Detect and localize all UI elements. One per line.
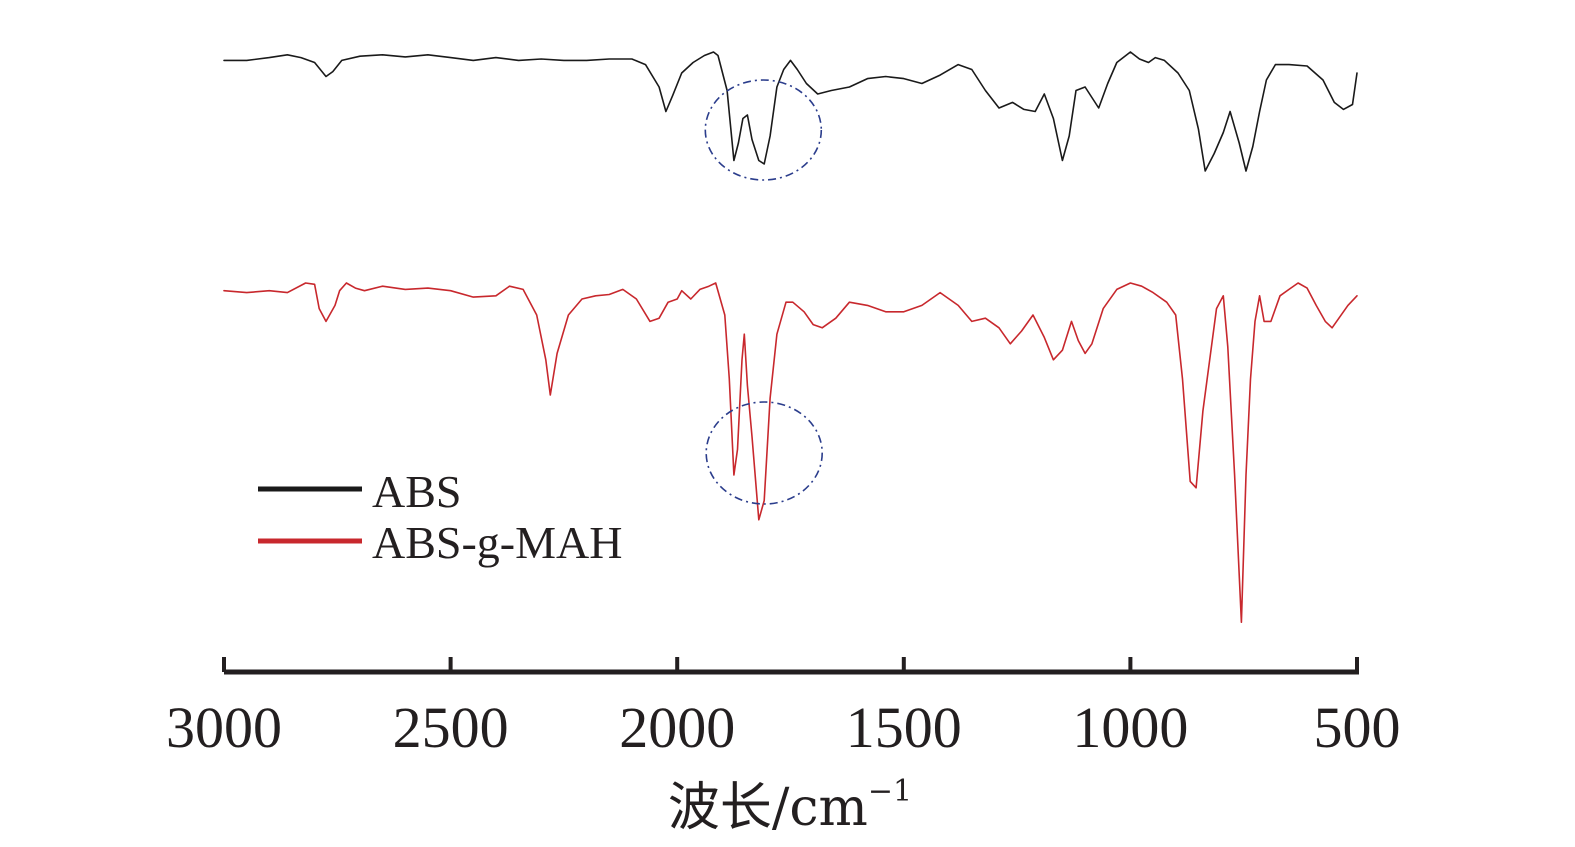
carbonyl-region-circle-abs bbox=[704, 79, 823, 181]
legend-label-abs-g-mah: ABS-g-MAH bbox=[372, 517, 622, 568]
x-axis: 3000 2500 2000 1500 1000 500 波长/cm−1 bbox=[166, 657, 1401, 838]
carbonyl-region-circle-abs-g-mah bbox=[705, 401, 824, 505]
x-tick-label-2000: 2000 bbox=[619, 695, 735, 760]
x-tick-label-3000: 3000 bbox=[166, 695, 282, 760]
x-tick-label-1500: 1500 bbox=[846, 695, 962, 760]
x-axis-label-superscript: −1 bbox=[868, 774, 912, 809]
x-axis-ticks: 3000 2500 2000 1500 1000 500 bbox=[166, 657, 1401, 760]
plot-area bbox=[223, 51, 1358, 623]
x-axis-label-text: 波长/cm bbox=[668, 778, 868, 838]
x-tick-label-500: 500 bbox=[1314, 695, 1401, 760]
x-tick-label-1000: 1000 bbox=[1072, 695, 1188, 760]
legend: ABS ABS-g-MAH bbox=[258, 466, 622, 568]
abs-spectrum-line bbox=[223, 51, 1358, 172]
x-axis-label: 波长/cm−1 bbox=[668, 774, 912, 838]
x-tick-label-2500: 2500 bbox=[393, 695, 509, 760]
abs-g-mah-spectrum-line bbox=[223, 282, 1358, 623]
legend-label-abs: ABS bbox=[372, 466, 461, 517]
